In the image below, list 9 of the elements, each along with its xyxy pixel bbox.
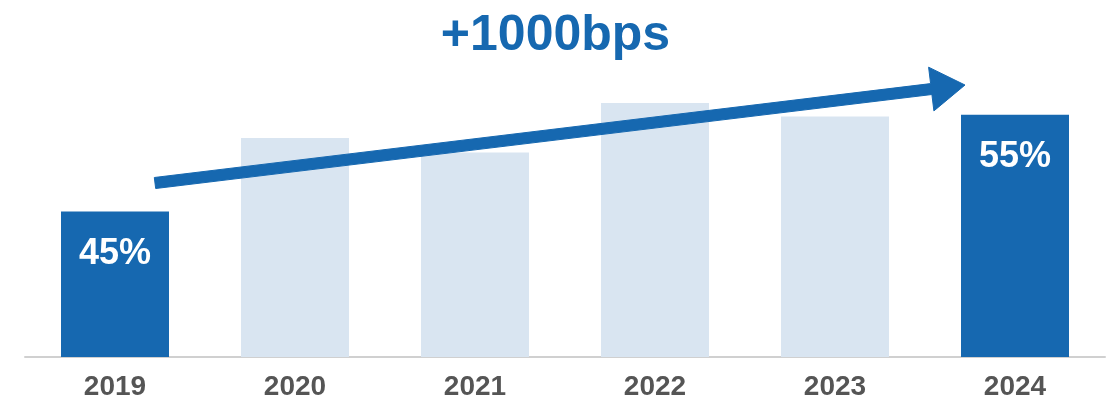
x-tick-label: 2024 [983,369,1047,401]
data-label: 55% [978,134,1052,176]
x-tick-label: 2023 [803,369,867,401]
text: +1000bps [440,5,671,61]
x-tick-label: 2020 [263,369,327,401]
data-label: 45% [78,231,152,273]
x-tick-label: 2019 [83,369,147,401]
x-tick-label: 2021 [443,369,507,401]
x-tick-label: 2022 [623,369,687,401]
